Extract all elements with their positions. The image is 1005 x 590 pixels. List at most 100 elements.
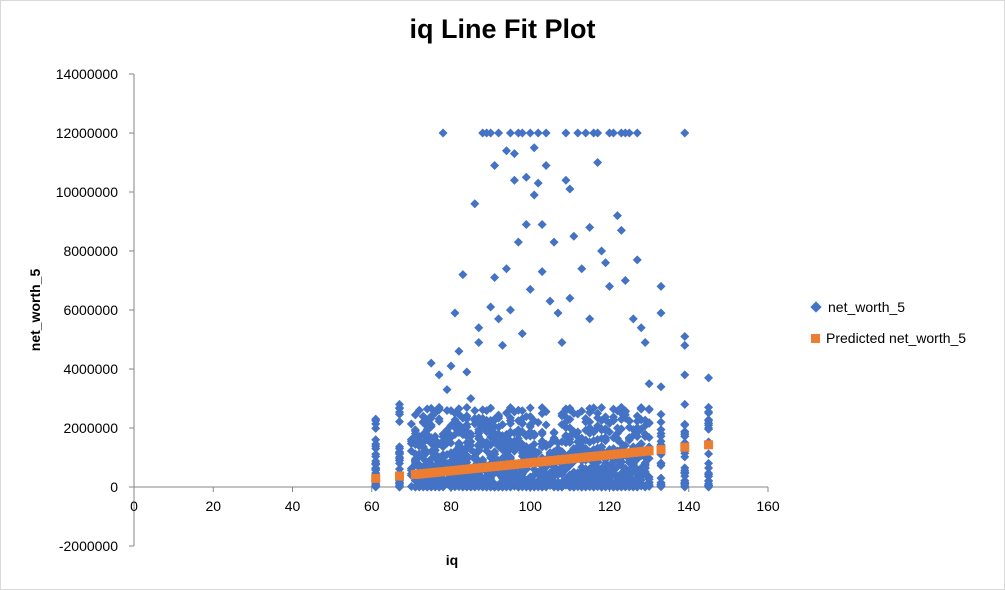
data-point — [597, 468, 607, 478]
data-point — [513, 237, 523, 247]
data-point — [422, 481, 432, 491]
legend-item-predicted: Predicted net_worth_5 — [808, 328, 966, 348]
data-point — [434, 370, 444, 380]
x-tick-label: 40 — [285, 498, 301, 514]
data-point — [704, 471, 714, 481]
data-point — [517, 329, 527, 339]
data-point — [406, 419, 416, 429]
data-point — [612, 406, 622, 416]
data-point — [525, 403, 535, 413]
data-point — [573, 409, 583, 419]
data-point — [434, 403, 444, 413]
data-point — [482, 406, 492, 416]
data-point — [640, 337, 650, 347]
data-point — [537, 442, 547, 452]
data-point — [450, 480, 460, 490]
data-point — [505, 403, 515, 413]
data-point — [557, 481, 567, 491]
data-point — [529, 190, 539, 200]
square-marker-icon — [811, 333, 820, 343]
data-point — [478, 413, 488, 423]
data-point — [597, 246, 607, 256]
data-point — [612, 435, 622, 445]
x-axis-title: iq — [446, 552, 458, 568]
x-tick-label: 80 — [443, 498, 459, 514]
data-point — [454, 420, 464, 430]
data-point — [593, 408, 603, 418]
data-point — [394, 403, 404, 413]
data-point — [612, 211, 622, 221]
data-point — [680, 430, 690, 440]
data-point — [549, 237, 559, 247]
data-point — [561, 128, 571, 138]
data-point — [597, 403, 607, 413]
x-tick-label: 140 — [677, 498, 701, 514]
data-point — [561, 175, 571, 185]
data-point — [557, 409, 567, 419]
y-tick-label: 0 — [110, 479, 118, 495]
legend-item-net-worth-5: net_worth_5 — [808, 297, 966, 317]
data-point — [462, 367, 472, 377]
data-point — [434, 414, 444, 424]
data-point — [525, 420, 535, 430]
data-point — [438, 456, 448, 466]
data-point — [612, 423, 622, 433]
data-point — [517, 482, 527, 492]
data-point — [482, 437, 492, 447]
data-point — [597, 433, 607, 443]
data-point — [632, 423, 642, 433]
y-tick-label: 4000000 — [63, 361, 118, 377]
data-point — [704, 407, 714, 417]
data-point — [608, 128, 618, 138]
data-point — [565, 184, 575, 194]
x-tick-labels: 0 20 40 60 80 100 120 140 160 — [130, 498, 780, 514]
data-point — [581, 435, 591, 445]
series-net-worth-5 — [371, 128, 714, 492]
data-point — [501, 146, 511, 156]
data-point — [450, 308, 460, 318]
data-point — [644, 379, 654, 389]
data-point — [394, 479, 404, 489]
data-point — [474, 323, 484, 333]
predicted-point — [656, 445, 666, 455]
data-point — [454, 438, 464, 448]
data-point — [406, 482, 416, 492]
data-point — [569, 426, 579, 436]
data-point — [494, 410, 504, 420]
legend-label: net_worth_5 — [828, 299, 906, 315]
data-point — [458, 475, 468, 485]
data-point — [620, 276, 630, 285]
data-point — [656, 458, 666, 468]
data-point — [680, 332, 690, 342]
data-point — [418, 429, 428, 439]
y-tick-label: 10000000 — [56, 184, 119, 200]
data-point — [454, 427, 464, 437]
data-point — [624, 128, 634, 138]
data-point — [426, 358, 436, 368]
data-point — [608, 467, 618, 477]
data-point — [605, 281, 614, 291]
data-point — [525, 284, 535, 294]
data-point — [454, 409, 464, 419]
data-point — [525, 427, 535, 437]
data-point — [482, 482, 492, 492]
data-point — [612, 462, 622, 472]
x-tick-label: 20 — [205, 498, 221, 514]
data-point — [656, 431, 666, 441]
data-point — [371, 451, 381, 461]
data-point — [597, 482, 607, 492]
data-point — [486, 302, 496, 312]
data-point — [704, 458, 714, 468]
data-point — [557, 437, 567, 447]
data-point — [410, 410, 420, 420]
data-point — [640, 429, 650, 439]
data-point — [446, 406, 456, 416]
data-point — [505, 305, 515, 315]
data-point — [624, 434, 634, 444]
y-tick-label: 14000000 — [56, 66, 119, 82]
data-point — [426, 411, 436, 421]
legend: net_worth_5 Predicted net_worth_5 — [808, 297, 966, 359]
predicted-point — [704, 440, 714, 450]
data-point — [573, 476, 583, 486]
data-point — [545, 296, 555, 306]
